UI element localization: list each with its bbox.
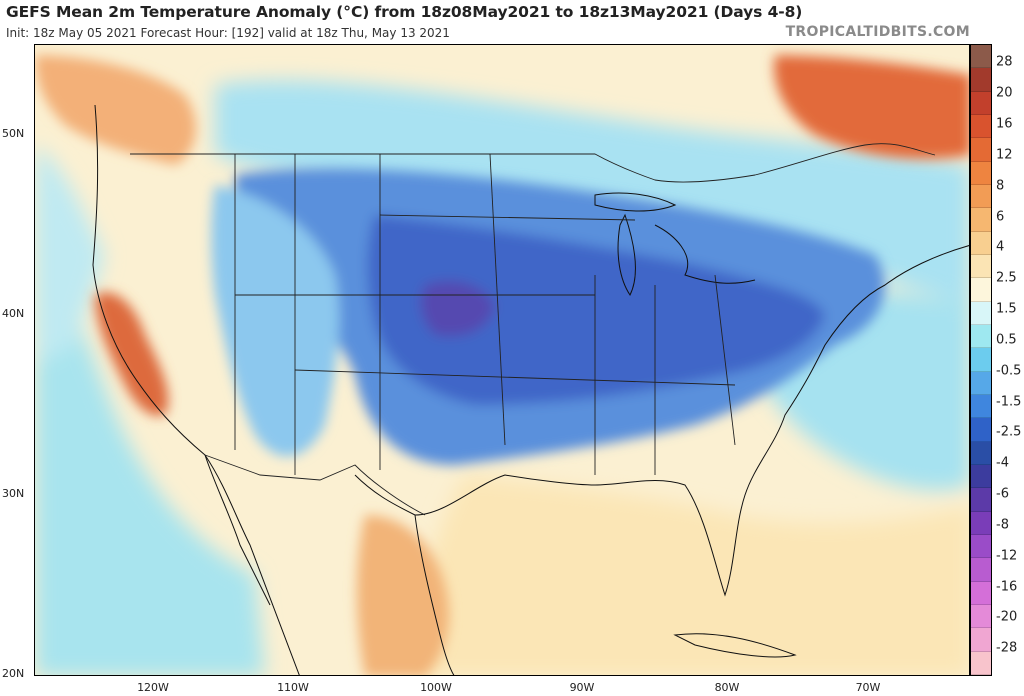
pacific-cool-field [35, 245, 265, 675]
colorbar-label: -12 [996, 548, 1018, 564]
colorbar-swatch [971, 604, 991, 629]
colorbar-swatch [971, 68, 991, 92]
colorbar-label: -6 [996, 486, 1009, 502]
colorbar-swatch [971, 581, 991, 605]
colorbar-swatch [971, 324, 991, 349]
brand-watermark: TROPICALTIDBITS.COM [785, 24, 970, 40]
colorbar-swatch [971, 488, 991, 512]
colorbar-label: 2.5 [996, 270, 1017, 286]
map-title: GEFS Mean 2m Temperature Anomaly (°C) fr… [6, 3, 803, 21]
colorbar-label: -4 [996, 455, 1009, 471]
map-subtitle: Init: 18z May 05 2021 Forecast Hour: [19… [6, 26, 450, 40]
colorbar-label: 28 [996, 54, 1013, 70]
colorbar-swatch [971, 138, 991, 162]
colorbar [970, 44, 992, 676]
colorbar-swatch [971, 441, 991, 465]
colorbar-swatch [971, 371, 991, 395]
colorbar-swatch [971, 301, 991, 325]
colorbar-label: 4 [996, 239, 1005, 255]
lon-label-90w: 90W [569, 681, 595, 694]
colorbar-swatch [971, 208, 991, 232]
gulf-warm-field [415, 475, 969, 675]
lon-label-120w: 120W [137, 681, 169, 694]
pacific-cool-strip [35, 145, 105, 365]
rockies-cool-field [211, 185, 340, 457]
colorbar-swatch [971, 464, 991, 489]
colorbar-label: 12 [996, 147, 1013, 163]
colorbar-label: -1.5 [996, 394, 1022, 410]
colorbar-swatch [971, 184, 991, 209]
anomaly-map [34, 44, 970, 676]
mexico-east-coast [414, 514, 455, 675]
colorbar-swatch [971, 418, 991, 442]
colorbar-swatch [971, 348, 991, 372]
lat-label-40n: 40N [2, 307, 25, 320]
colorbar-label: 0.5 [996, 332, 1017, 348]
colorbar-label: -8 [996, 517, 1009, 533]
cuba-outline [673, 633, 797, 658]
state-line-4 [489, 153, 506, 446]
colorbar-label: -20 [996, 609, 1018, 625]
state-line-7 [379, 214, 636, 221]
colorbar-label: 8 [996, 178, 1005, 194]
colorbar-swatch [971, 628, 991, 652]
colorbar-label: 16 [996, 116, 1013, 132]
lon-label-100w: 100W [420, 681, 452, 694]
state-line-6 [294, 369, 736, 386]
colorbar-swatch [971, 161, 991, 185]
california-hot-field [95, 292, 169, 416]
colorbar-label: -2.5 [996, 424, 1022, 440]
baja-peninsula [204, 454, 271, 606]
lat-label-50n: 50N [2, 127, 25, 140]
colorbar-swatch [971, 558, 991, 582]
mexico-warm-field [356, 515, 449, 675]
gulf-coastline [354, 245, 969, 597]
colorbar-swatch [971, 511, 991, 535]
great-lakes-huron-erie [654, 224, 756, 284]
great-lakes-superior [594, 192, 677, 212]
pacific-nw-warm-field [35, 55, 196, 165]
colorbar-swatch [971, 114, 991, 139]
us-canada-border [130, 143, 936, 183]
lat-label-30n: 30N [2, 487, 25, 500]
colorbar-label: 20 [996, 85, 1013, 101]
colorbar-swatch [971, 254, 991, 279]
colorbar-label: 1.5 [996, 301, 1017, 317]
lon-label-110w: 110W [277, 681, 309, 694]
ne-canada-hot-field [774, 55, 969, 159]
colorbar-label: -16 [996, 579, 1018, 595]
colorbar-swatch [971, 394, 991, 419]
west-coastline [92, 104, 300, 675]
colorbar-swatch [971, 91, 991, 115]
lat-label-20n: 20N [2, 667, 25, 680]
great-lakes-michigan [617, 213, 636, 296]
colorbar-swatch [971, 278, 991, 302]
colorbar-swatch [971, 231, 991, 255]
lon-label-80w: 80W [714, 681, 740, 694]
colorbar-label: 6 [996, 209, 1005, 225]
lon-label-70w: 70W [855, 681, 881, 694]
colorbar-swatch [971, 45, 991, 69]
colorbar-swatch [971, 534, 991, 559]
state-line-10 [714, 274, 736, 446]
us-mexico-border [204, 454, 426, 516]
colorbar-label: -28 [996, 640, 1018, 656]
cold-anomaly-deep [367, 215, 825, 405]
colorbar-label: -0.5 [996, 363, 1022, 379]
colorbar-swatch [971, 651, 991, 675]
